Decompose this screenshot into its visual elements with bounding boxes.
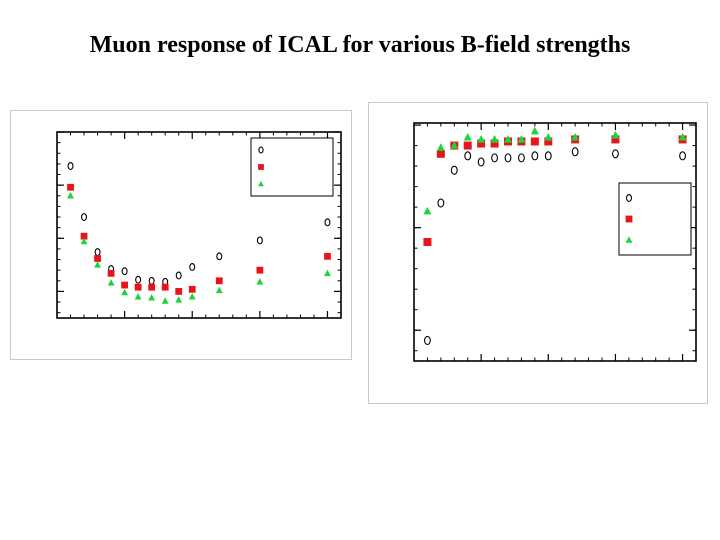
data-point-triangle bbox=[121, 288, 129, 296]
data-point-triangle bbox=[517, 135, 526, 143]
data-point-circle bbox=[504, 153, 512, 163]
plot-frame bbox=[56, 131, 342, 319]
data-point-circle bbox=[81, 213, 88, 221]
legend-marker-square bbox=[258, 164, 264, 170]
data-point-square bbox=[67, 183, 74, 191]
chart-panel-b bbox=[368, 102, 708, 404]
data-point-circle bbox=[67, 162, 74, 170]
data-point-circle bbox=[175, 271, 182, 280]
data-point-square bbox=[94, 255, 101, 262]
data-point-triangle bbox=[80, 237, 88, 245]
data-point-circle bbox=[256, 236, 263, 245]
data-point-triangle bbox=[450, 141, 459, 149]
data-point-triangle bbox=[107, 279, 115, 286]
data-point-square bbox=[121, 281, 129, 289]
data-point-triangle bbox=[678, 132, 687, 141]
data-point-square bbox=[148, 283, 156, 291]
legend-box bbox=[250, 137, 334, 197]
plot-frame bbox=[413, 122, 697, 362]
data-point-square bbox=[80, 232, 88, 240]
legend-marker-circle bbox=[258, 146, 264, 154]
data-point-triangle bbox=[436, 143, 445, 151]
data-point-square bbox=[175, 288, 183, 295]
data-point-circle bbox=[135, 275, 142, 284]
data-point-triangle bbox=[477, 135, 486, 143]
data-point-square bbox=[490, 139, 499, 148]
data-point-circle bbox=[189, 263, 196, 271]
data-point-square bbox=[544, 137, 553, 146]
data-point-square bbox=[324, 252, 331, 260]
data-point-triangle bbox=[324, 269, 331, 277]
data-point-circle bbox=[216, 252, 223, 261]
data-point-triangle bbox=[94, 261, 101, 268]
data-point-triangle bbox=[256, 278, 264, 285]
data-point-circle bbox=[437, 198, 445, 208]
data-point-triangle bbox=[504, 135, 512, 143]
data-point-circle bbox=[464, 151, 472, 161]
data-point-triangle bbox=[423, 206, 432, 215]
legend-marker-circle bbox=[626, 194, 632, 202]
data-point-square bbox=[463, 141, 472, 150]
data-point-triangle bbox=[148, 294, 156, 301]
data-point-triangle bbox=[463, 132, 472, 141]
data-point-circle bbox=[121, 267, 128, 276]
data-point-triangle bbox=[490, 135, 499, 143]
data-point-triangle bbox=[611, 130, 620, 139]
data-point-circle bbox=[531, 151, 539, 161]
data-point-square bbox=[611, 135, 620, 144]
chart-b-svg bbox=[413, 122, 697, 362]
slide-title: Muon response of ICAL for various B-fiel… bbox=[89, 32, 631, 58]
data-point-circle bbox=[544, 151, 552, 161]
legend-marker-square bbox=[625, 215, 633, 223]
data-point-circle bbox=[148, 276, 155, 285]
data-point-square bbox=[215, 277, 223, 285]
data-point-circle bbox=[517, 153, 525, 163]
data-point-triangle bbox=[161, 297, 169, 304]
data-point-circle bbox=[423, 335, 431, 346]
data-point-circle bbox=[324, 218, 331, 227]
data-point-circle bbox=[450, 165, 458, 175]
data-point-square bbox=[423, 238, 432, 246]
data-point-square bbox=[530, 137, 539, 146]
data-point-triangle bbox=[215, 286, 223, 294]
data-point-square bbox=[134, 283, 142, 291]
data-point-triangle bbox=[571, 132, 580, 141]
data-point-circle bbox=[679, 151, 687, 161]
legend-marker-triangle bbox=[625, 236, 633, 243]
data-point-triangle bbox=[175, 296, 183, 303]
data-point-square bbox=[161, 283, 169, 291]
data-point-circle bbox=[491, 153, 499, 163]
data-point-circle bbox=[94, 248, 101, 257]
data-point-triangle bbox=[530, 126, 539, 135]
data-point-triangle bbox=[67, 192, 74, 199]
data-point-circle bbox=[611, 149, 619, 159]
chart-a-svg bbox=[56, 131, 342, 319]
data-point-square bbox=[188, 285, 196, 293]
legend-marker-triangle bbox=[258, 180, 264, 187]
chart-panel-a bbox=[10, 110, 352, 360]
data-point-triangle bbox=[134, 293, 142, 300]
data-point-triangle bbox=[188, 293, 196, 300]
data-point-circle bbox=[477, 157, 485, 167]
data-point-square bbox=[477, 139, 486, 148]
data-point-triangle bbox=[544, 132, 553, 141]
data-point-square bbox=[436, 149, 445, 158]
data-point-circle bbox=[571, 147, 579, 157]
data-point-square bbox=[107, 269, 115, 277]
data-point-square bbox=[256, 266, 264, 274]
